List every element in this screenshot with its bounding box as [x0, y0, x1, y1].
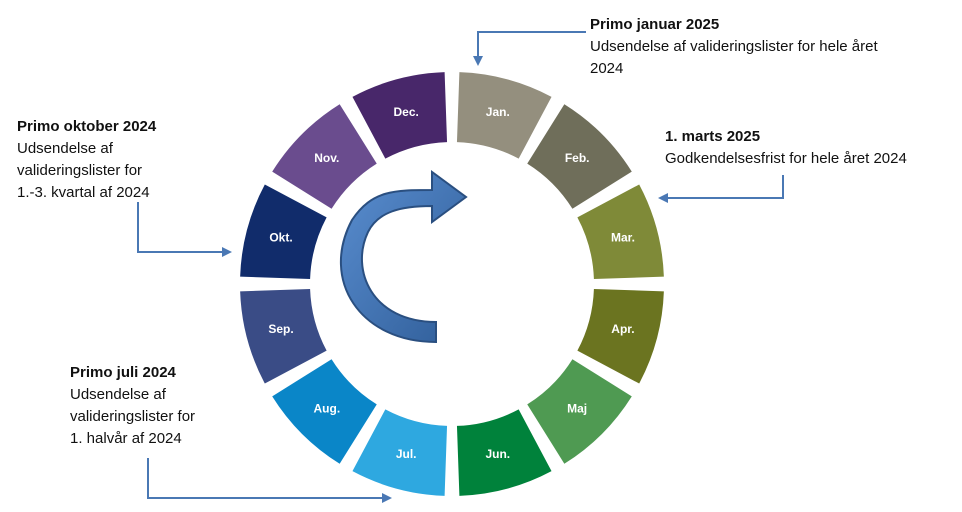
callout-jul: Primo juli 2024 Udsendelse af validering… [70, 362, 195, 450]
month-ring: Jan. Feb. Mar. Apr. Maj Jun. Jul. Aug. Sep. Okt. N… [240, 72, 664, 496]
month-segment-jun [456, 409, 552, 496]
callout-mar-title: 1. marts 2025 [665, 128, 761, 145]
month-segment-feb [527, 104, 632, 209]
month-segment-maj [527, 359, 632, 464]
callout-okt: Primo oktober 2024 Udsendelse af valider… [17, 116, 156, 204]
callout-okt-body: Udsendelse af valideringslister for 1.-3… [17, 140, 150, 201]
connector-arrow-jul [147, 458, 392, 503]
callout-jul-title: Primo juli 2024 [70, 364, 176, 381]
month-segment-okt [240, 184, 327, 280]
callout-mar: 1. marts 2025 Godkendelsesfrist for hele… [665, 126, 907, 170]
callout-jan: Primo januar 2025 Udsendelse af valideri… [590, 14, 878, 80]
month-label-apr: Apr. [611, 322, 634, 336]
month-segment-mar [577, 184, 664, 280]
month-label-maj: Maj [567, 401, 587, 415]
callout-jul-body: Udsendelse af valideringslister for 1. h… [70, 386, 196, 447]
month-segment-jan [456, 72, 552, 159]
callout-jan-body: Udsendelse af valideringslister for hele… [590, 38, 878, 77]
callout-mar-body: Godkendelsesfrist for hele året 2024 [665, 150, 907, 167]
callout-jan-title: Primo januar 2025 [590, 16, 720, 33]
callout-okt-title: Primo oktober 2024 [17, 118, 157, 135]
month-label-sep: Sep. [268, 322, 293, 336]
month-label-jul: Jul. [396, 447, 417, 461]
month-label-mar: Mar. [611, 230, 635, 244]
month-segment-nov [272, 104, 377, 209]
month-label-dec: Dec. [394, 105, 419, 119]
month-label-jan: Jan. [486, 105, 510, 119]
month-label-aug: Aug. [314, 401, 341, 415]
month-segment-dec [352, 72, 448, 159]
connector-arrow-okt [137, 202, 232, 257]
cycle-arrow-icon [340, 170, 468, 344]
month-label-feb: Feb. [565, 151, 590, 165]
month-segment-aug [272, 359, 377, 464]
month-segment-jul [352, 409, 448, 496]
connector-arrow-mar [658, 175, 784, 203]
month-segment-apr [577, 288, 664, 384]
month-label-jun: Jun. [485, 447, 510, 461]
connector-arrow-jan [473, 31, 586, 66]
month-label-nov: Nov. [314, 151, 339, 165]
month-segment-sep [240, 288, 327, 384]
month-label-okt: Okt. [269, 230, 292, 244]
